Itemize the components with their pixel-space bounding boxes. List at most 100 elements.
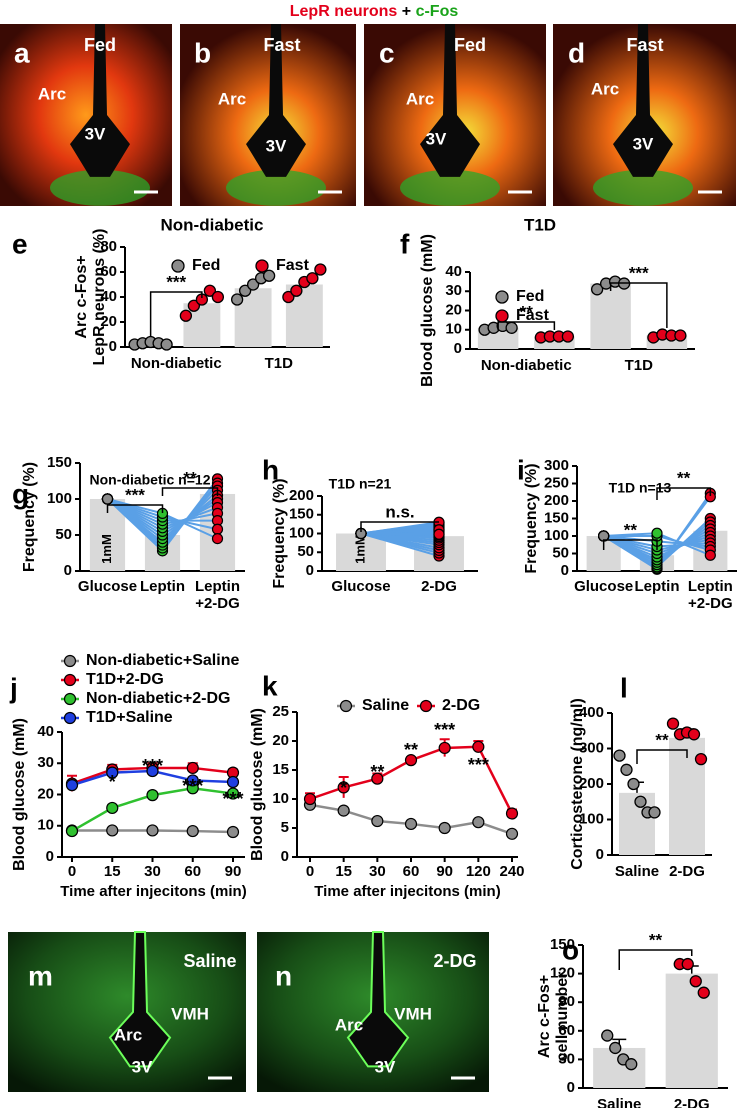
data-point <box>438 821 451 835</box>
panel-letter: h <box>262 454 279 485</box>
third-ventricle <box>346 931 410 1068</box>
data-point <box>101 493 114 505</box>
condition-label: Fast <box>626 35 663 55</box>
x-tick-label: 2-DG <box>669 863 705 880</box>
x-tick-label: 15 <box>335 863 352 880</box>
data-point <box>146 824 159 837</box>
significance-label: *** <box>468 755 489 775</box>
third-ventricle <box>108 931 172 1068</box>
bar-label: 1mM <box>352 534 367 564</box>
median-eminence <box>400 169 500 206</box>
data-point <box>620 763 633 776</box>
bar-label: 1mM <box>99 534 114 564</box>
x-tick-label: 30 <box>144 863 161 880</box>
x-tick-label: 2-DG <box>421 578 457 595</box>
subject-line <box>656 535 711 551</box>
data-point <box>226 825 240 839</box>
data-point <box>687 728 701 741</box>
subject-line <box>162 512 218 540</box>
data-point <box>689 975 702 988</box>
x-tick-label: Glucose <box>574 578 633 595</box>
panel-letter: j <box>9 672 18 703</box>
data-point <box>433 528 445 540</box>
region-label: VMH <box>171 1004 209 1023</box>
panel-letter: d <box>568 37 585 68</box>
x-tick-label: T1D <box>265 355 294 372</box>
y-tick-label: 100 <box>47 490 72 507</box>
data-point <box>609 1041 622 1055</box>
region-label: VMH <box>394 1004 432 1023</box>
panel-letter: e <box>12 228 28 259</box>
y-tick-label: 20 <box>37 785 54 802</box>
panel-letter: o <box>562 934 579 965</box>
significance-bracket <box>106 504 164 513</box>
data-point <box>404 754 418 767</box>
y-tick-label: 200 <box>579 775 604 792</box>
panel-letter: k <box>262 670 278 701</box>
condition-label: Fast <box>263 35 300 55</box>
data-point <box>438 741 451 755</box>
y-tick-label: 0 <box>596 846 604 863</box>
x-tick-label: Saline <box>615 863 659 880</box>
data-point <box>65 824 79 838</box>
subject-line <box>162 512 218 526</box>
significance-bracket <box>149 291 203 336</box>
y-tick-label: 0 <box>561 562 569 579</box>
panel-letter: b <box>194 37 211 68</box>
chart-title: Non-diabetic n=12 <box>90 472 211 488</box>
bar <box>183 303 221 347</box>
legend-marker <box>63 692 77 706</box>
x-tick-label: T1D <box>625 357 654 374</box>
y-axis-label: Blood glucose (mM) <box>249 708 266 861</box>
x-tick-label: 0 <box>306 863 314 880</box>
y-tick-label: 200 <box>289 487 314 504</box>
data-point <box>601 1029 614 1042</box>
subject-line <box>360 532 440 536</box>
data-point <box>697 986 710 999</box>
bar <box>593 1047 646 1088</box>
panel-letter: a <box>14 37 30 68</box>
y-tick-label: 0 <box>567 1079 575 1096</box>
significance-bracket <box>636 749 688 764</box>
data-point <box>694 753 708 766</box>
significance-label: *** <box>434 720 455 740</box>
region-label: 3V <box>375 1057 396 1076</box>
y-tick-label: 0 <box>281 848 289 865</box>
x-tick-label: Glucose <box>331 578 390 595</box>
region-label: Arc <box>114 1025 142 1044</box>
condition-label: Fed <box>84 35 116 55</box>
median-eminence <box>50 169 150 206</box>
legend-label: Fed <box>516 288 544 305</box>
condition-label: Saline <box>183 951 236 971</box>
region-label: Arc <box>38 84 66 103</box>
data-point <box>282 290 295 304</box>
y-tick-label: 100 <box>544 527 569 544</box>
data-point <box>226 775 240 789</box>
y-tick-label: 150 <box>289 506 314 523</box>
condition-label: Fed <box>454 35 486 55</box>
panel-letter: n <box>275 960 292 991</box>
subject-line <box>162 516 218 531</box>
y-tick-label: 10 <box>445 321 462 338</box>
third-ventricle <box>246 24 306 177</box>
x-tick-label: 30 <box>369 863 386 880</box>
y-tick-label: 0 <box>64 562 72 579</box>
x-tick-label: Leptin <box>635 578 680 595</box>
y-axis-label: cell number <box>554 972 571 1062</box>
data-point <box>505 827 519 840</box>
data-point <box>627 777 640 791</box>
header-part: + <box>402 3 411 20</box>
significance-bracket <box>360 521 439 532</box>
significance-label: ** <box>624 520 638 539</box>
significance-label: ** <box>183 468 197 487</box>
subject-line <box>603 532 658 537</box>
significance-label: *** <box>125 485 145 504</box>
y-tick-label: 40 <box>37 723 54 740</box>
data-point <box>290 284 303 297</box>
y-tick-label: 25 <box>272 703 289 720</box>
y-tick-label: 15 <box>272 761 289 778</box>
y-tick-label: 50 <box>55 526 72 543</box>
significance-label: ** <box>520 302 534 321</box>
significance-label: *** <box>629 263 649 282</box>
x-tick-label: 0 <box>68 863 76 880</box>
